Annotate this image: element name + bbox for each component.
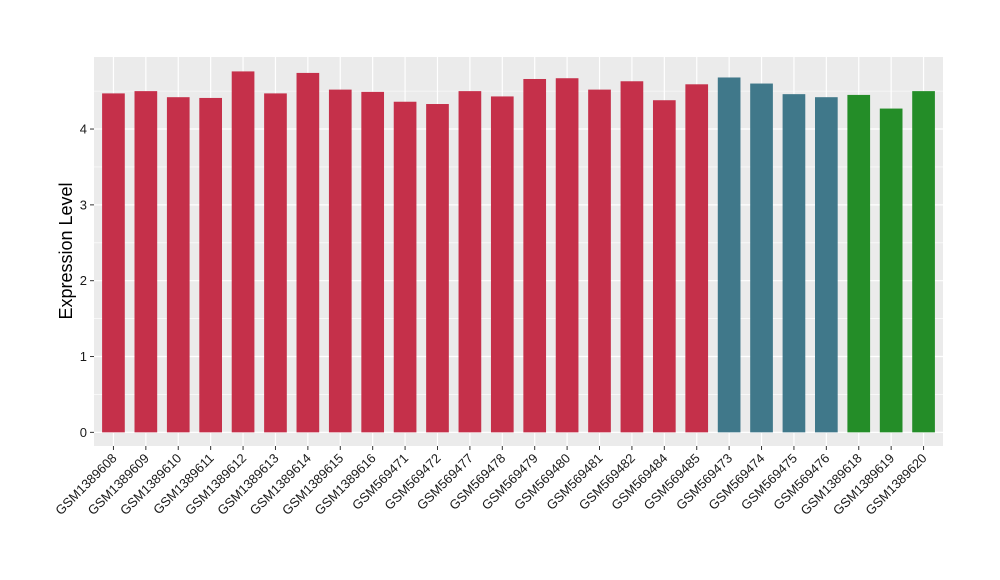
y-tick-label: 4 <box>80 122 87 137</box>
y-tick-label: 1 <box>80 349 87 364</box>
bar-GSM1389610 <box>166 97 190 433</box>
bar-GSM1389615 <box>328 89 352 433</box>
x-axis: GSM1389608GSM1389609GSM1389610GSM1389611… <box>52 446 930 518</box>
bar-GSM569476 <box>815 97 838 433</box>
y-axis: 0 1 2 3 4 <box>80 122 94 440</box>
bar-GSM569477 <box>458 91 482 433</box>
y-tick-label: 2 <box>80 273 87 288</box>
bar-GSM1389613 <box>264 93 287 433</box>
bar-GSM1389609 <box>134 91 158 433</box>
y-tick-label: 3 <box>80 197 87 212</box>
bar-GSM569484 <box>652 100 676 433</box>
bar-GSM569485 <box>685 84 709 433</box>
bar-GSM569472 <box>426 104 449 433</box>
bars <box>102 71 935 433</box>
bar-GSM569481 <box>588 89 611 433</box>
y-tick-label: 0 <box>80 425 87 440</box>
bar-GSM569478 <box>490 96 514 433</box>
bar-GSM1389608 <box>102 93 125 433</box>
bar-GSM569479 <box>523 78 547 433</box>
bar-GSM569473 <box>717 77 741 433</box>
bar-GSM1389614 <box>296 72 320 433</box>
bar-GSM569471 <box>393 101 417 433</box>
bar-GSM1389616 <box>361 91 385 433</box>
bar-GSM569482 <box>620 81 644 433</box>
bar-GSM1389618 <box>847 94 871 433</box>
bar-GSM569474 <box>750 83 773 433</box>
bar-GSM1389620 <box>912 91 935 433</box>
bar-GSM569475 <box>782 94 806 433</box>
bar-GSM1389612 <box>231 71 255 433</box>
bar-GSM1389619 <box>879 108 903 433</box>
bar-GSM1389611 <box>199 97 222 433</box>
y-axis-title: Expression Level <box>56 182 76 319</box>
bar-GSM569480 <box>555 78 579 433</box>
